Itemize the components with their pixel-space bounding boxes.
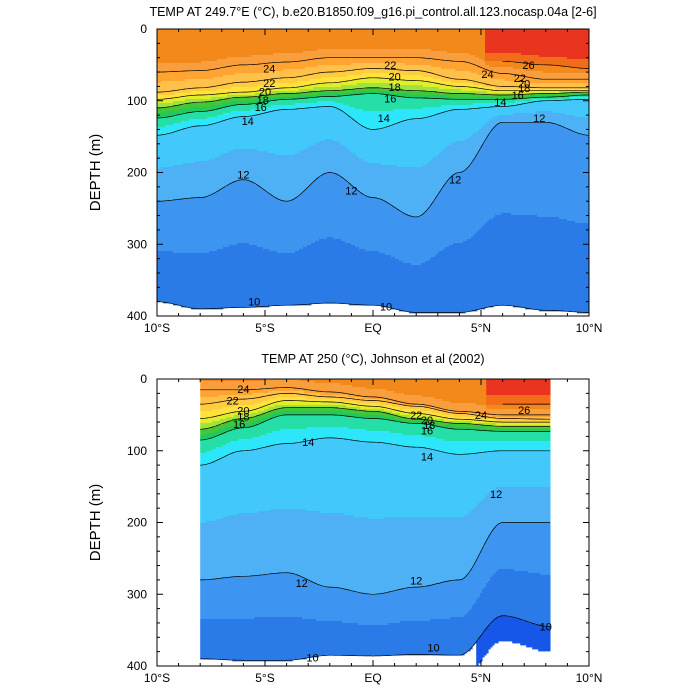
top-isotherm-lines xyxy=(156,57,590,313)
contour-label: 20 xyxy=(388,71,400,83)
contour-label: 12 xyxy=(533,113,545,125)
contour-label: 12 xyxy=(449,175,461,187)
contour-label: 18 xyxy=(257,95,269,107)
contour-label: 22 xyxy=(263,78,275,90)
top-x-tick-label: 10°N xyxy=(576,321,603,335)
isotherm-14 xyxy=(200,437,551,466)
bottom-chart-title: TEMP AT 250 (°C), Johnson et al (2002) xyxy=(261,352,484,366)
contour-label: 18 xyxy=(388,82,400,94)
bottom-ticks xyxy=(156,378,590,667)
isotherm-22 xyxy=(200,393,551,420)
contour-label: 16 xyxy=(421,426,433,438)
isotherm-26 xyxy=(502,60,590,69)
contour-label: 12 xyxy=(410,576,422,588)
contour-label: 24 xyxy=(263,64,275,76)
contour-label: 24 xyxy=(481,69,493,81)
contour-label: 18 xyxy=(423,420,435,432)
bottom-y-axis-label: DEPTH (m) xyxy=(87,484,104,562)
contour-label: 10 xyxy=(306,652,318,664)
contour-label: 14 xyxy=(242,116,254,128)
top-y-tick-label: 200 xyxy=(127,166,147,180)
contour-label: 20 xyxy=(518,79,530,91)
contour-label: 14 xyxy=(302,437,314,449)
contour-label: 18 xyxy=(237,411,249,423)
contour-label: 14 xyxy=(421,452,433,464)
bottom-x-tick-label: 5°N xyxy=(471,671,491,685)
isotherm-22 xyxy=(157,68,589,93)
bottom-x-tick-label: EQ xyxy=(364,671,381,685)
contour-label: 10 xyxy=(540,622,552,634)
top-y-tick-label: 0 xyxy=(140,22,147,36)
contour-label: 16 xyxy=(233,419,245,431)
contour-label: 20 xyxy=(421,415,433,427)
contour-label: 22 xyxy=(384,60,396,72)
bottom-x-tick-label: 5°S xyxy=(255,671,274,685)
contour-label: 22 xyxy=(514,73,526,85)
bottom-isotherm-lines xyxy=(200,387,551,661)
top-y-tick-label: 100 xyxy=(127,94,147,108)
contour-label: 12 xyxy=(490,489,502,501)
top-y-tick-label: 300 xyxy=(127,237,147,251)
isotherm-12 xyxy=(200,522,551,595)
contour-label: 22 xyxy=(410,410,422,422)
contour-label: 18 xyxy=(518,83,530,95)
top-filled-contours xyxy=(157,29,590,314)
isotherm-24 xyxy=(200,387,551,416)
isotherm-24 xyxy=(157,57,589,80)
contour-label: 16 xyxy=(384,94,396,106)
isotherm-16 xyxy=(200,414,551,441)
top-y-tick-label: 400 xyxy=(127,309,147,323)
contour-label: 20 xyxy=(259,86,271,98)
contour-label: 10 xyxy=(248,297,260,309)
bottom-y-tick-label: 0 xyxy=(140,372,147,386)
contour-label: 22 xyxy=(226,396,238,408)
contour-label: 26 xyxy=(518,405,530,417)
top-x-tick-label: 5°S xyxy=(255,321,274,335)
contour-label: 12 xyxy=(296,578,308,590)
top-x-tick-label: 10°S xyxy=(144,321,170,335)
isotherm-20 xyxy=(200,400,551,423)
bottom-panel: TEMP AT 250 (°C), Johnson et al (2002) 10… xyxy=(87,352,602,685)
contour-label: 24 xyxy=(237,384,249,396)
isotherm-10 xyxy=(156,301,589,313)
contour-label: 16 xyxy=(512,90,524,102)
top-x-tick-label: 5°N xyxy=(471,321,491,335)
top-chart-title: TEMP AT 249.7°E (°C), b.e20.B1850.f09_g1… xyxy=(149,5,596,19)
top-ticks xyxy=(156,28,590,317)
isotherm-18 xyxy=(157,87,590,109)
contour-label: 12 xyxy=(345,185,357,197)
isotherm-10 xyxy=(200,615,551,661)
bottom-y-tick-label: 300 xyxy=(127,587,147,601)
isotherm-14 xyxy=(156,98,589,136)
contour-label: 10 xyxy=(380,302,392,314)
bottom-y-tick-label: 100 xyxy=(127,444,147,458)
top-x-tick-label: EQ xyxy=(364,321,381,335)
isotherm-18 xyxy=(200,407,551,430)
isotherm-20 xyxy=(157,77,589,100)
contour-label: 10 xyxy=(427,642,439,654)
contour-label: 20 xyxy=(237,406,249,418)
bottom-filled-contours xyxy=(200,379,551,666)
isotherm-12 xyxy=(157,121,590,218)
bottom-y-tick-label: 400 xyxy=(127,659,147,673)
bottom-x-tick-label: 10°S xyxy=(144,671,170,685)
isotherm-16 xyxy=(156,93,589,119)
contour-label: 14 xyxy=(378,113,390,125)
contour-label: 24 xyxy=(475,410,487,422)
contour-label: 16 xyxy=(255,102,267,114)
contour-label: 26 xyxy=(522,60,534,72)
contour-label: 14 xyxy=(494,97,506,109)
top-y-axis-label: DEPTH (m) xyxy=(87,134,104,212)
top-panel: TEMP AT 249.7°E (°C), b.e20.B1850.f09_g1… xyxy=(87,5,602,335)
bottom-y-tick-label: 200 xyxy=(127,516,147,530)
contour-label: 12 xyxy=(237,170,249,182)
bottom-x-tick-label: 10°N xyxy=(576,671,603,685)
